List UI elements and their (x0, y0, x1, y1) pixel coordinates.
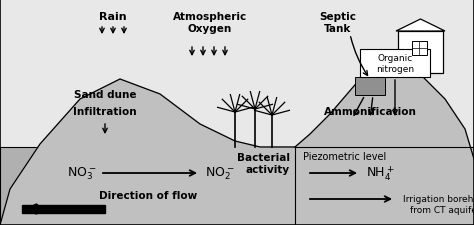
Bar (412, 42, 427, 56)
Bar (360, 50, 430, 78)
Text: Organic
nitrogen: Organic nitrogen (376, 54, 414, 73)
Bar (295, 147, 474, 225)
Text: NO$_3^-$: NO$_3^-$ (67, 165, 97, 181)
Text: Piezometric level: Piezometric level (303, 151, 386, 161)
Text: Irrigation borehole
from CT aquifer: Irrigation borehole from CT aquifer (403, 194, 474, 214)
Text: Atmospheric
Oxygen: Atmospheric Oxygen (173, 12, 247, 34)
Bar (0, 147, 295, 225)
Text: Ammonification: Ammonification (324, 106, 417, 117)
Text: NH$_4^+$: NH$_4^+$ (366, 164, 394, 183)
Text: Bacterial
activity: Bacterial activity (237, 152, 290, 174)
Bar (398, 32, 443, 74)
Text: Septic
Tank: Septic Tank (319, 12, 356, 34)
Bar (22, 205, 105, 213)
Text: Rain: Rain (99, 12, 127, 22)
Text: NO$_2^-$: NO$_2^-$ (205, 165, 235, 181)
Polygon shape (295, 60, 474, 225)
Text: Sand dune: Sand dune (74, 90, 136, 99)
Text: Infiltration: Infiltration (73, 106, 137, 117)
Polygon shape (396, 20, 445, 32)
Text: Direction of flow: Direction of flow (99, 190, 197, 200)
Bar (355, 78, 385, 96)
Polygon shape (0, 80, 295, 225)
